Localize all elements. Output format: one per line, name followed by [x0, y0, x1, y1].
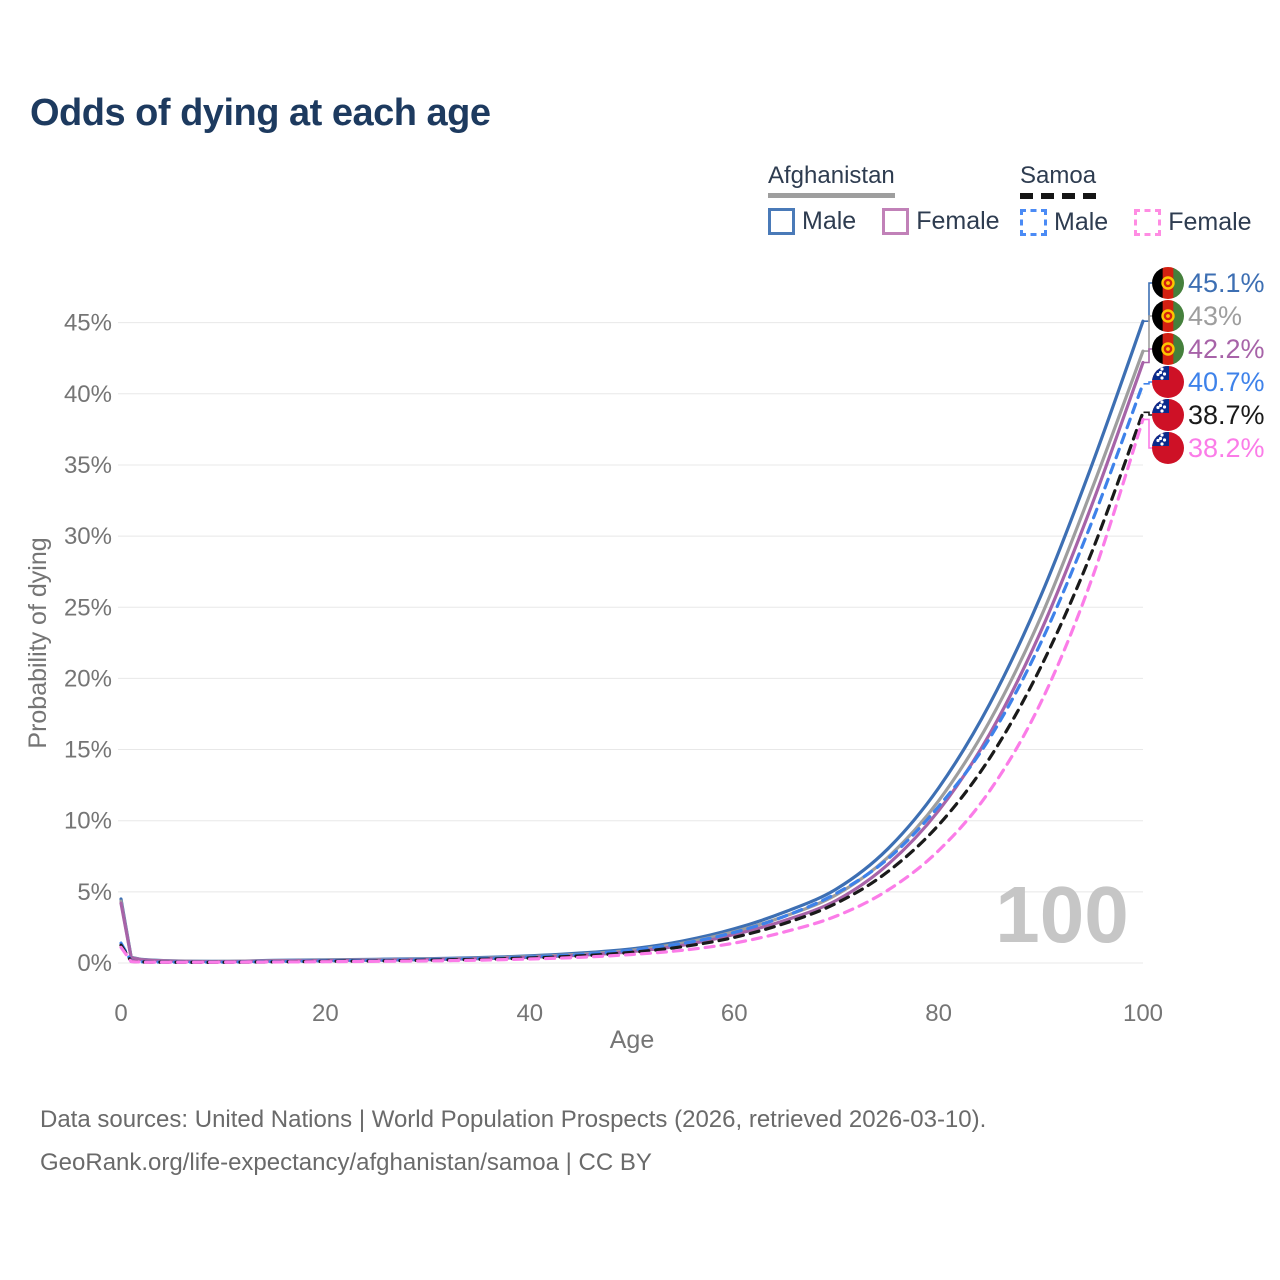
y-tick-label-40: 40%: [64, 381, 112, 408]
x-tick-label-0: 0: [114, 1000, 127, 1027]
end-label-samoa-all: 38.7%: [1188, 400, 1265, 430]
end-label-afghanistan-female: 42.2%: [1188, 334, 1265, 364]
legend-afghanistan-male[interactable]: Male: [768, 207, 856, 236]
flag-icon-samoa: [1152, 366, 1184, 398]
legend-group-afghanistan: Afghanistan Male Female: [768, 162, 1026, 236]
flag-icon-samoa: [1152, 432, 1184, 464]
x-tick-label-80: 80: [925, 1000, 952, 1027]
y-tick-label-25: 25%: [64, 594, 112, 621]
legend-country-afghanistan[interactable]: Afghanistan: [768, 162, 895, 189]
flag-icon-afghanistan: [1152, 300, 1184, 332]
series-line-samoa-female[interactable]: [119, 417, 1145, 964]
age-watermark: 100: [995, 870, 1128, 959]
series-line-afghanistan-male[interactable]: [119, 319, 1145, 963]
series-line-afghanistan-all[interactable]: [119, 349, 1145, 964]
series-line-samoa-male[interactable]: [119, 382, 1145, 964]
end-connector-5: [1143, 418, 1152, 449]
legend-swatch-samoa-male[interactable]: [1020, 209, 1047, 236]
y-tick-label-20: 20%: [64, 665, 112, 692]
legend-label-samoa-female: Female: [1168, 208, 1252, 236]
page-title: Odds of dying at each age: [30, 92, 491, 134]
legend-swatch-afghanistan-female[interactable]: [882, 208, 910, 235]
legend-samoa-male[interactable]: Male: [1020, 208, 1108, 237]
legend-swatch-samoa-female[interactable]: [1134, 209, 1162, 236]
x-tick-label-40: 40: [516, 1000, 543, 1027]
legend-swatch-afghanistan-male[interactable]: [768, 208, 795, 235]
x-tick-label-60: 60: [721, 1000, 748, 1027]
legend-samoa-female[interactable]: Female: [1134, 208, 1252, 237]
footer-data-sources: Data sources: United Nations | World Pop…: [40, 1106, 987, 1133]
legend-underline-afghanistan-total-line: [768, 193, 895, 198]
end-connector-4: [1143, 411, 1152, 416]
y-tick-label-10: 10%: [64, 808, 112, 835]
y-tick-label-15: 15%: [64, 737, 112, 764]
flag-icon-samoa: [1152, 399, 1184, 431]
footer-attribution: GeoRank.org/life-expectancy/afghanistan/…: [40, 1149, 652, 1176]
y-tick-label-45: 45%: [64, 310, 112, 337]
series-line-afghanistan-female[interactable]: [119, 360, 1145, 964]
legend-afghanistan-female[interactable]: Female: [882, 207, 1000, 236]
end-label-samoa-male: 40.7%: [1188, 367, 1265, 397]
legend-label-afghanistan-female: Female: [916, 207, 1000, 235]
series-line-samoa-all[interactable]: [119, 410, 1145, 964]
x-axis-title: Age: [610, 1026, 654, 1054]
footer: Data sources: United Nations | World Pop…: [40, 1106, 986, 1192]
end-connector-0: [1143, 282, 1152, 322]
legend-group-samoa: Samoa Male Female: [1020, 162, 1278, 237]
y-axis-title: Probability of dying: [24, 537, 52, 748]
end-connector-3: [1143, 381, 1152, 385]
end-label-samoa-female: 38.2%: [1188, 433, 1265, 463]
end-label-afghanistan-male: 45.1%: [1188, 268, 1265, 298]
legend-underline-samoa-total-line: [1020, 193, 1097, 199]
flag-icon-afghanistan: [1152, 333, 1184, 365]
x-tick-label-100: 100: [1123, 1000, 1163, 1027]
end-label-afghanistan-all: 43%: [1188, 301, 1242, 331]
y-tick-label-30: 30%: [64, 523, 112, 550]
legend-country-samoa[interactable]: Samoa: [1020, 162, 1097, 189]
end-connector-1: [1143, 315, 1152, 352]
y-tick-label-0: 0%: [77, 950, 112, 977]
y-tick-label-5: 5%: [77, 879, 112, 906]
end-connector-2: [1143, 348, 1152, 364]
x-tick-label-20: 20: [312, 1000, 339, 1027]
legend-label-afghanistan-male: Male: [802, 207, 857, 235]
flag-icon-afghanistan: [1152, 267, 1184, 299]
legend-label-samoa-male: Male: [1054, 208, 1109, 236]
y-tick-label-35: 35%: [64, 452, 112, 479]
